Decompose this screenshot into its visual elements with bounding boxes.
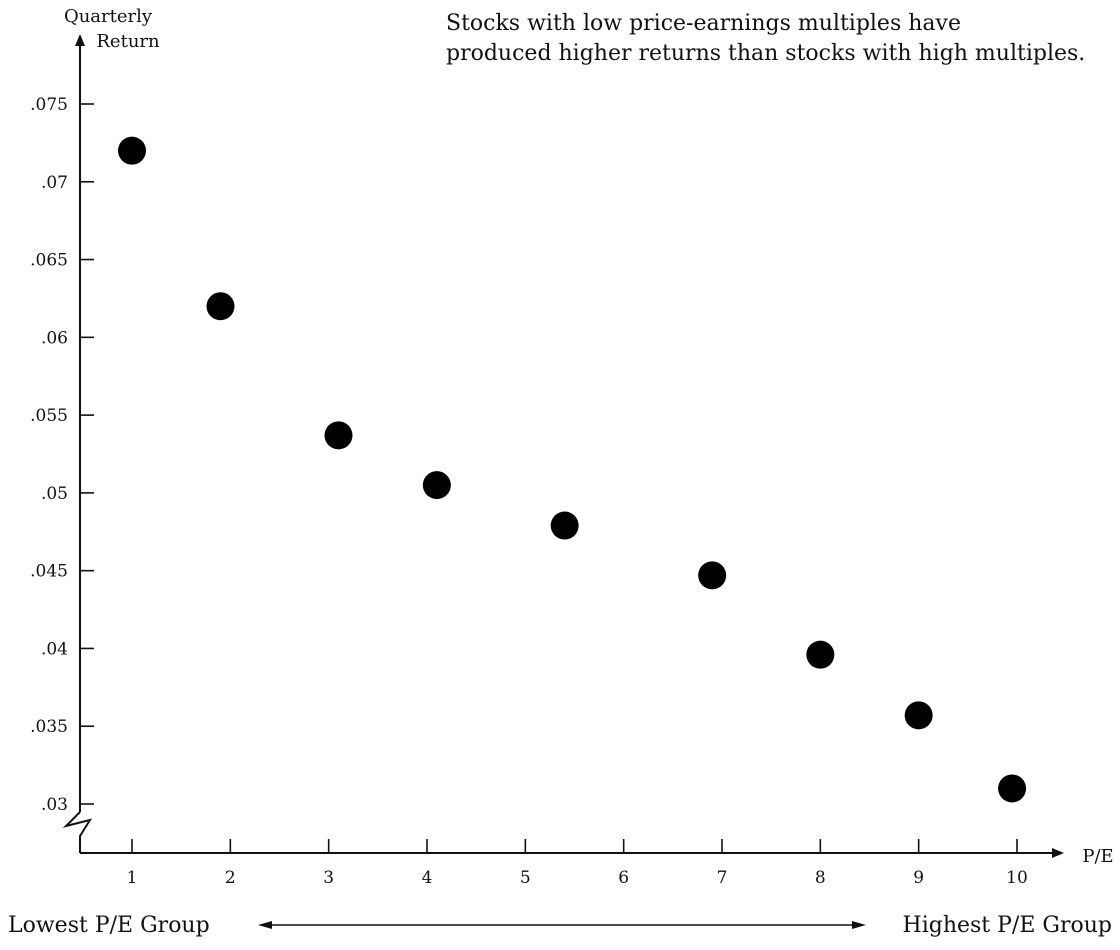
highest-pe-group-label: Highest P/E Group <box>903 913 1112 938</box>
data-point <box>422 471 451 500</box>
x-tick-label: 2 <box>225 868 236 888</box>
data-points <box>118 136 1027 803</box>
chart-title-line: produced higher returns than stocks with… <box>446 41 1085 66</box>
x-tick-label: 10 <box>1006 868 1028 888</box>
x-tick-label: 7 <box>717 868 728 888</box>
data-point <box>550 511 579 540</box>
data-point <box>324 421 353 450</box>
y-axis-title-line: Return <box>96 31 160 52</box>
y-tick-label: .045 <box>30 562 68 582</box>
x-tick-label: 6 <box>618 868 629 888</box>
chart-title-line: Stocks with low price-earnings multiples… <box>446 11 961 36</box>
chart-text: Quarterly Return P/E Stocks with low price-… <box>8 6 1114 938</box>
x-tick-label: 9 <box>913 868 924 888</box>
data-point <box>806 640 835 669</box>
data-point <box>904 701 933 730</box>
y-axis-arrowhead <box>75 34 85 46</box>
data-point <box>118 136 146 165</box>
y-tick-label: .035 <box>30 717 68 737</box>
y-tick-label: .065 <box>30 251 68 271</box>
x-axis-title: P/E <box>1082 846 1113 867</box>
x-axis-arrowhead <box>1052 848 1064 858</box>
x-tick-label: 4 <box>422 868 433 888</box>
axis-ticks <box>80 103 1018 853</box>
group-range-arrow-left-head <box>258 921 272 929</box>
y-tick-label: .07 <box>41 173 68 193</box>
y-tick-label: .03 <box>41 795 68 815</box>
y-tick-label: .06 <box>41 328 68 348</box>
axis-labels: .075 .07 .065 .06 .055 .05 .045 .04 .035 .03 1 2 3 4 5… <box>30 95 1028 888</box>
axes <box>62 34 1064 858</box>
data-point <box>698 561 727 590</box>
y-tick-label: .075 <box>30 95 68 115</box>
lowest-pe-group-label: Lowest P/E Group <box>8 913 210 938</box>
y-tick-label: .055 <box>30 406 68 426</box>
data-point <box>998 774 1027 803</box>
x-tick-label: 5 <box>520 868 531 888</box>
x-tick-label: 3 <box>323 868 334 888</box>
data-point <box>206 292 235 321</box>
y-tick-label: .05 <box>41 484 68 504</box>
y-tick-label: .04 <box>41 639 68 659</box>
x-tick-label: 8 <box>815 868 826 888</box>
y-axis-break <box>62 811 93 853</box>
group-range-arrow-right-head <box>852 921 866 929</box>
y-axis-title-line: Quarterly <box>64 6 153 27</box>
x-tick-label: 1 <box>127 868 138 888</box>
